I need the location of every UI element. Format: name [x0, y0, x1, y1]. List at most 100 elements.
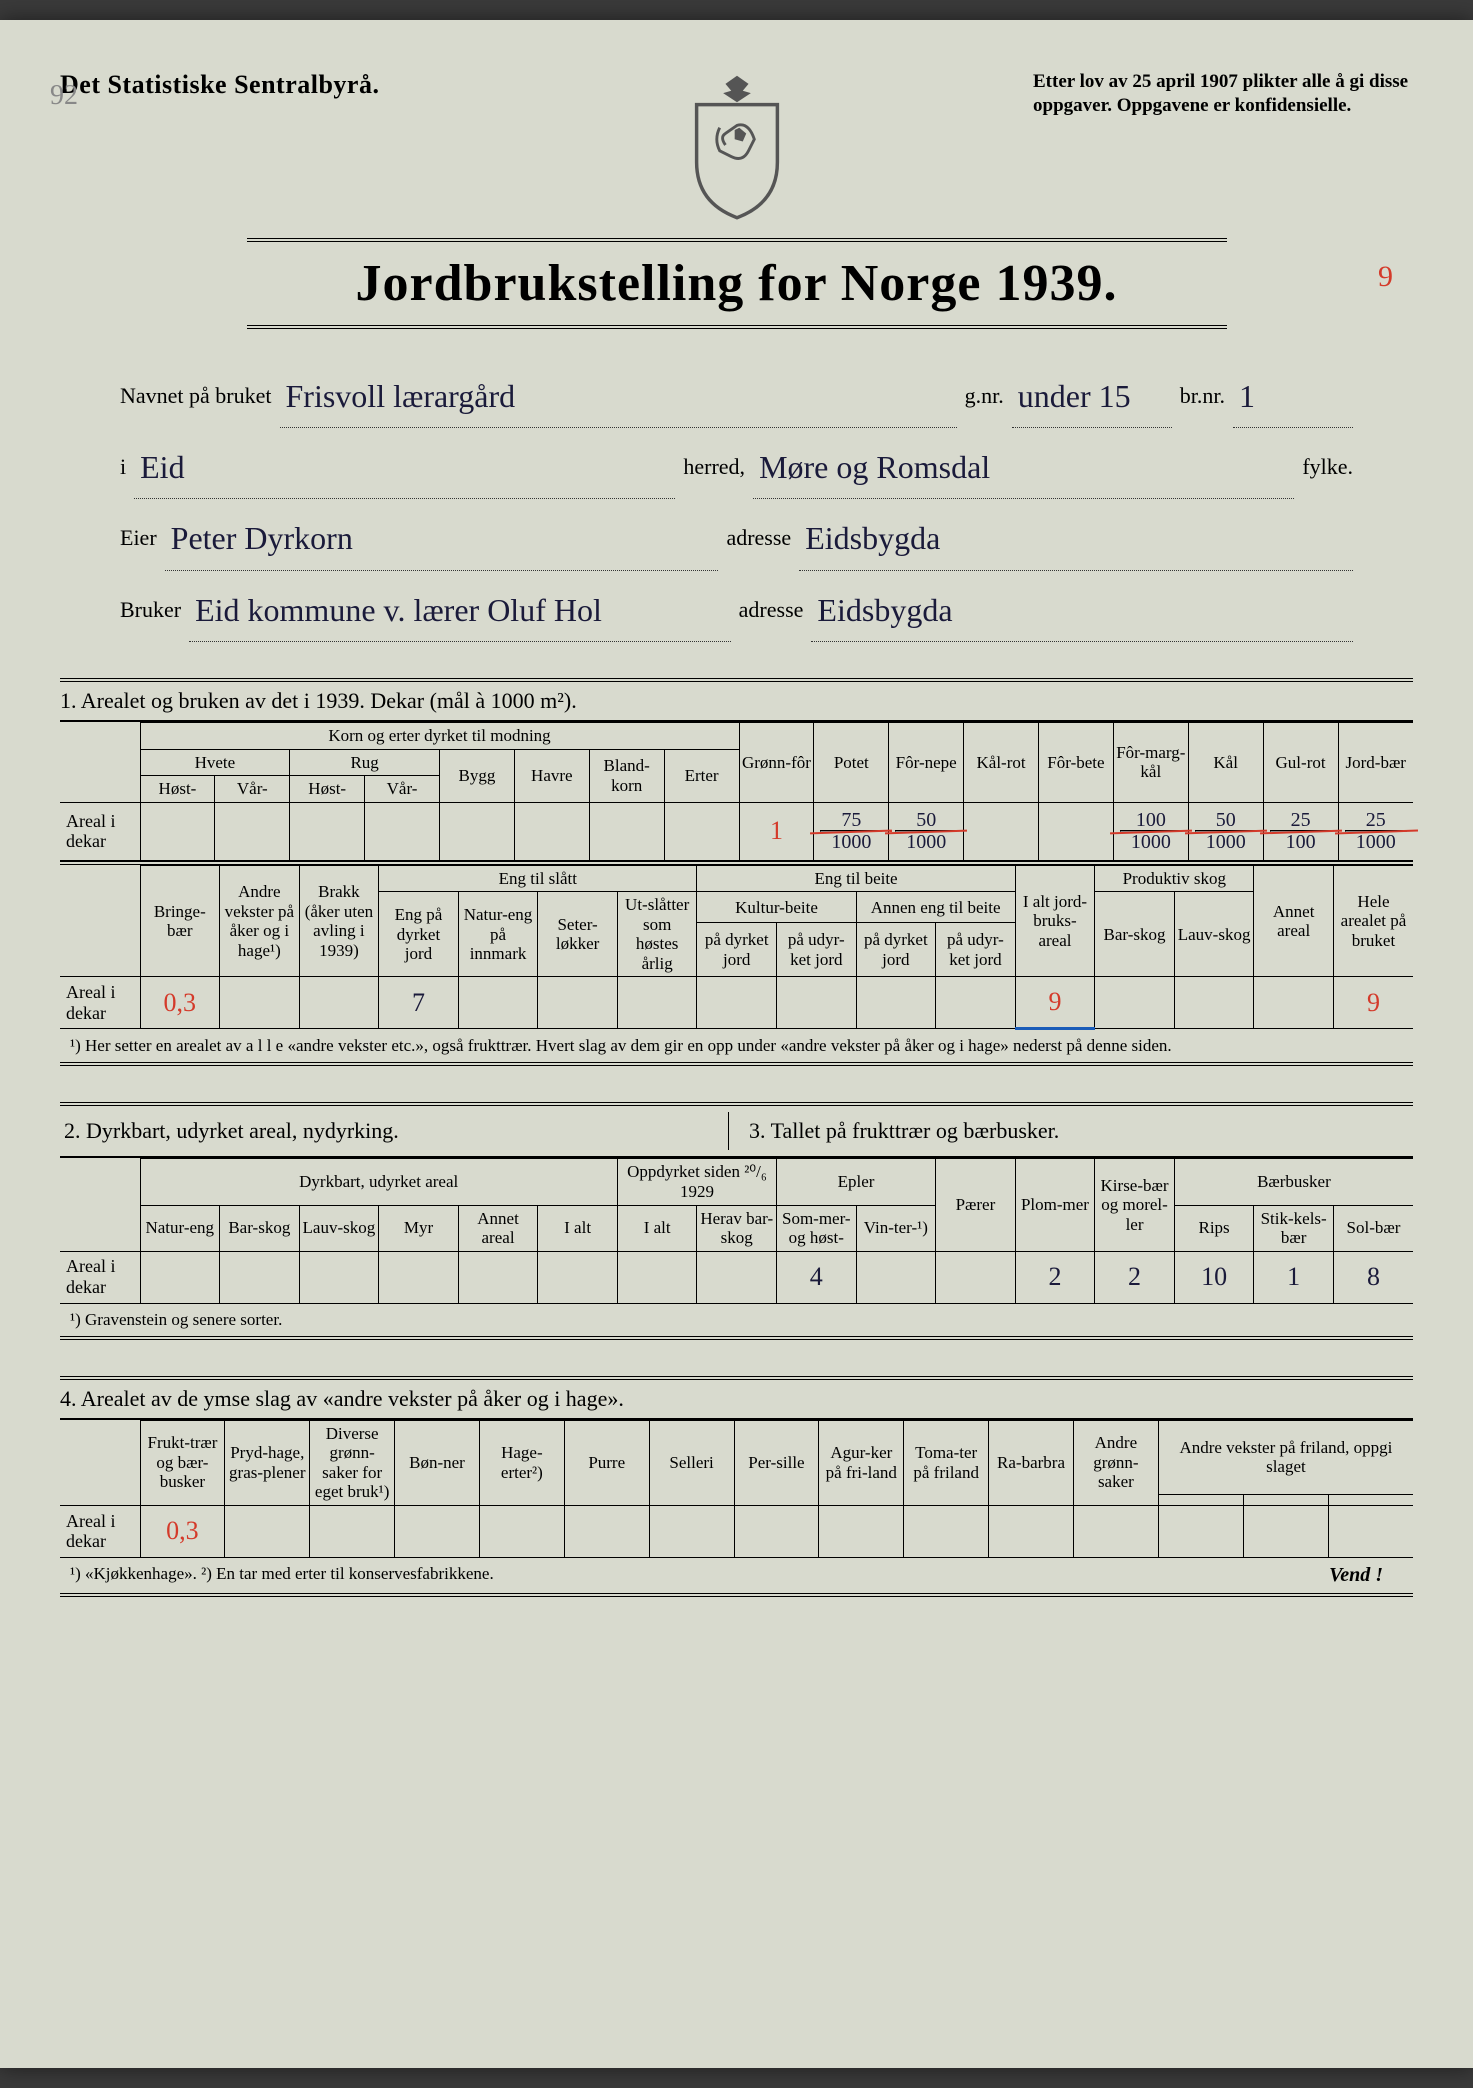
th-andre-gronn: Andre grønn-saker	[1073, 1420, 1158, 1505]
table-1b-land: Bringe-bær Andre vekster på åker og i ha…	[60, 865, 1413, 1031]
field-value-eier-adr: Eidsbygda	[799, 520, 946, 556]
th-eng-beite: Eng til beite	[697, 865, 1015, 892]
th-kirse: Kirse-bær og morel-ler	[1095, 1159, 1175, 1251]
field-label-eier: Eier	[120, 514, 157, 562]
field-label-adresse2: adresse	[739, 586, 804, 634]
th-brakk: Brakk (åker uten avling i 1939)	[299, 865, 379, 977]
th-persille: Per-sille	[734, 1420, 819, 1505]
val-potet: 751000	[814, 802, 889, 860]
val-solbaer: 8	[1333, 1251, 1413, 1303]
th-var1: Vår-	[215, 776, 290, 803]
val-fornepe: 501000	[889, 802, 964, 860]
field-value-herred: Eid	[134, 449, 190, 485]
th-vinter: Vin-ter-¹)	[856, 1205, 936, 1251]
th-selleri: Selleri	[649, 1420, 734, 1505]
val-plommer: 2	[1015, 1251, 1095, 1303]
th-ialt2: I alt	[538, 1205, 618, 1251]
th-barskog2: Bar-skog	[220, 1205, 300, 1251]
section-4-heading: 4. Arealet av de ymse slag av «andre vek…	[60, 1376, 1413, 1420]
field-label-bruket: Navnet på bruket	[120, 372, 272, 420]
th-purre: Purre	[564, 1420, 649, 1505]
th-utslatter: Ut-slåtter som høstes årlig	[617, 892, 697, 977]
th-agurker: Agur-ker på fri-land	[819, 1420, 904, 1505]
th-barskog1: Bar-skog	[1095, 892, 1175, 977]
th-hvete: Hvete	[140, 749, 290, 776]
document-title: Jordbrukstelling for Norge 1939.	[247, 238, 1227, 329]
th-oppdyrket: Oppdyrket siden ²⁰/₆ 1929	[617, 1159, 776, 1205]
th-host2: Høst-	[290, 776, 365, 803]
th-rug: Rug	[290, 749, 440, 776]
th-natureng1: Natur-eng på innmark	[458, 892, 538, 977]
th-kal: Kål	[1188, 723, 1263, 803]
field-label-brnr: br.nr.	[1180, 372, 1225, 420]
th-paerer: Pærer	[936, 1159, 1016, 1251]
th-epler: Epler	[777, 1159, 936, 1205]
red-annotation-9: 9	[1378, 260, 1393, 294]
th-potet: Potet	[814, 723, 889, 803]
th-sommer: Som-mer-og høst-	[777, 1205, 857, 1251]
th-frukt: Frukt-trær og bær-busker	[140, 1420, 225, 1505]
th-formargkal: Fôr-marg-kål	[1113, 723, 1188, 803]
th-erter: Erter	[664, 749, 739, 802]
th-rips: Rips	[1174, 1205, 1254, 1251]
field-value-bruket: Frisvoll lærargård	[280, 378, 522, 414]
th-host1: Høst-	[140, 776, 215, 803]
section-3-heading: 3. Tallet på frukttrær og bærbusker.	[729, 1112, 1413, 1150]
th-ialt3: I alt	[617, 1205, 697, 1251]
th-pa-dyrket1: på dyrket jord	[697, 923, 777, 977]
law-notice: Etter lov av 25 april 1907 plikter alle …	[1033, 70, 1413, 118]
th-bringebaer: Bringe-bær	[140, 865, 220, 977]
val-hele: 9	[1333, 977, 1413, 1029]
row-label-1a: Areal i dekar	[60, 802, 140, 860]
th-pa-udyrket2: på udyr-ket jord	[936, 923, 1016, 977]
th-myr: Myr	[379, 1205, 459, 1251]
th-korn: Korn og erter dyrket til modning	[140, 723, 739, 750]
section-1-footnote: ¹) Her setter en arealet av a l l e «and…	[60, 1030, 1413, 1062]
val-gulrot: 25100	[1263, 802, 1338, 860]
field-label-fylke: fylke.	[1302, 443, 1353, 491]
field-label-bruker: Bruker	[120, 586, 181, 634]
val-kal: 501000	[1188, 802, 1263, 860]
census-form-page: 92 9 Det Statistiske Sentralbyrå. Etter …	[0, 20, 1473, 2068]
th-pa-udyrket1: på udyr-ket jord	[777, 923, 857, 977]
th-rabarbra: Ra-barbra	[989, 1420, 1074, 1505]
row-label-4: Areal i dekar	[60, 1505, 140, 1557]
th-kalrot: Kål-rot	[964, 723, 1039, 803]
field-value-eier: Peter Dyrkorn	[165, 520, 359, 556]
table-1a-crops: Korn og erter dyrket til modning Grønn-f…	[60, 722, 1413, 861]
val-frukt: 0,3	[140, 1505, 225, 1557]
th-hele-areal: Hele arealet på bruket	[1333, 865, 1413, 977]
th-pa-dyrket2: på dyrket jord	[856, 923, 936, 977]
th-prod-skog: Produktiv skog	[1095, 865, 1254, 892]
th-herav-bar: Herav bar-skog	[697, 1205, 777, 1251]
th-eng-slatt: Eng til slått	[379, 865, 697, 892]
th-lauvskog2: Lauv-skog	[299, 1205, 379, 1251]
th-solbaer: Sol-bær	[1333, 1205, 1413, 1251]
table-4: Frukt-trær og bær-busker Pryd-hage, gras…	[60, 1420, 1413, 1558]
th-ialt-jord: I alt jord-bruks-areal	[1015, 865, 1095, 977]
th-annet: Annet areal	[458, 1205, 538, 1251]
field-value-fylke: Møre og Romsdal	[753, 449, 996, 485]
th-kulturbeite: Kultur-beite	[697, 892, 856, 923]
vend-instruction: Vend !	[1329, 1564, 1403, 1587]
page-corner-number: 92	[50, 80, 78, 112]
th-lauvskog1: Lauv-skog	[1174, 892, 1254, 977]
th-eng-dyrket: Eng på dyrket jord	[379, 892, 459, 977]
val-gronnfor: 1	[739, 802, 814, 860]
th-pryd: Pryd-hage, gras-plener	[225, 1420, 310, 1505]
th-baerbusker: Bærbusker	[1174, 1159, 1413, 1205]
th-stikkels: Stik-kels-bær	[1254, 1205, 1334, 1251]
field-label-herred: herred,	[683, 443, 745, 491]
val-formargkal: 1001000	[1113, 802, 1188, 860]
th-annet-areal: Annet areal	[1254, 865, 1334, 977]
th-forbete: Fôr-bete	[1039, 723, 1114, 803]
section-1-heading: 1. Arealet og bruken av det i 1939. Deka…	[60, 678, 1413, 722]
th-hageerter: Hage-erter²)	[479, 1420, 564, 1505]
th-havre: Havre	[514, 749, 589, 802]
th-var2: Vår-	[365, 776, 440, 803]
section-4-footnote: ¹) «Kjøkkenhage». ²) En tar med erter ti…	[70, 1564, 494, 1587]
th-tomater: Toma-ter på friland	[904, 1420, 989, 1505]
field-label-adresse1: adresse	[726, 514, 791, 562]
th-fornepe: Fôr-nepe	[889, 723, 964, 803]
th-jordbaer: Jord-bær	[1338, 723, 1413, 803]
